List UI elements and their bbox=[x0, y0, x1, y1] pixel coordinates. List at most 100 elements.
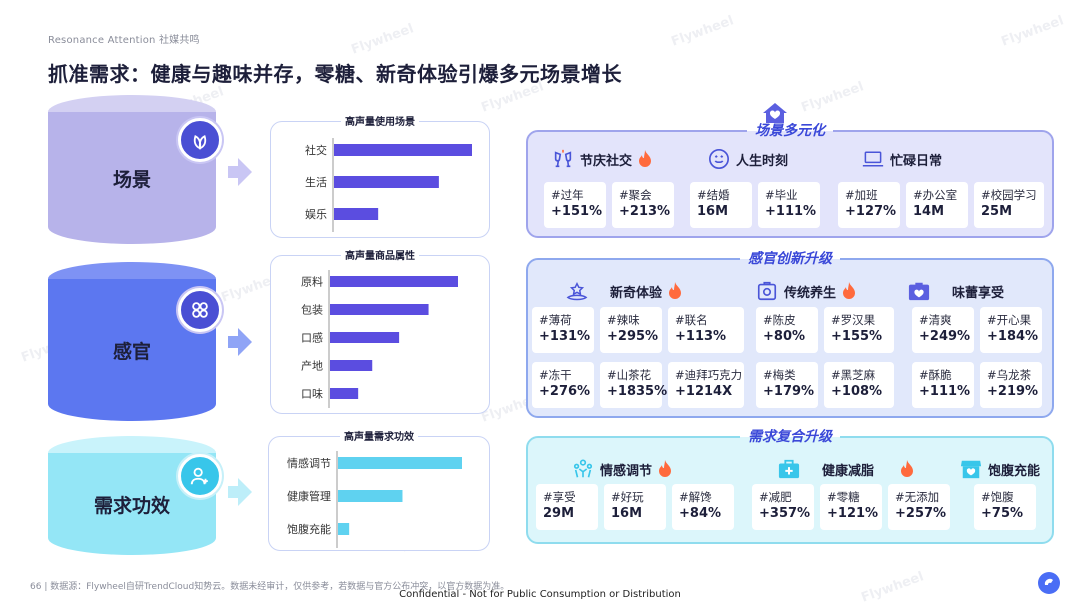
tag: #办公室 14M bbox=[906, 182, 968, 228]
group-label: 新奇体验 bbox=[610, 285, 663, 301]
tag: #清爽 +249% bbox=[912, 307, 974, 353]
bar bbox=[338, 523, 350, 535]
bar bbox=[330, 276, 458, 287]
tag: #毕业 +111% bbox=[758, 182, 820, 228]
flywheel-logo-icon bbox=[1038, 572, 1060, 594]
group-novel-experience: 新奇体验 bbox=[566, 280, 682, 302]
category-label: 生活 bbox=[305, 175, 327, 189]
brand-label: Resonance Attention 社媒共鸣 bbox=[48, 35, 200, 46]
bar bbox=[338, 457, 462, 469]
cylinder-label: 感官 bbox=[112, 340, 151, 363]
tag: #过年 +151% bbox=[544, 182, 606, 228]
tag: #零糖 +121% bbox=[820, 484, 882, 530]
tag: #结婚 16M bbox=[690, 182, 752, 228]
page-title: 抓准需求：健康与趣味并存，零糖、新奇体验引爆多元场景增长 bbox=[48, 62, 622, 86]
bar bbox=[338, 490, 403, 502]
group-label: 人生时刻 bbox=[736, 153, 789, 169]
bar bbox=[334, 176, 439, 188]
fire-icon bbox=[639, 150, 652, 167]
category-label: 原料 bbox=[301, 275, 323, 289]
medical-kit-icon bbox=[778, 458, 800, 480]
category-label: 健康管理 bbox=[287, 489, 331, 503]
bar bbox=[330, 388, 359, 399]
bar-panel-attr: 高声量商品属性 原料包装口感产地口味 bbox=[270, 251, 490, 414]
category-label: 娱乐 bbox=[305, 207, 327, 221]
chart-title: 高声量需求功效 bbox=[340, 432, 418, 443]
tag: #酥脆 +111% bbox=[912, 362, 974, 408]
bar bbox=[330, 332, 400, 343]
group-life-moment: 人生时刻 bbox=[708, 148, 788, 170]
tag: #无添加 +257% bbox=[888, 484, 950, 530]
group-label: 健康减脂 bbox=[822, 463, 875, 479]
category-label: 情感调节 bbox=[287, 457, 331, 470]
arrow-right-icon bbox=[228, 158, 252, 186]
bar bbox=[330, 304, 429, 315]
group-taste-enjoy: 味蕾享受 bbox=[908, 280, 1004, 302]
group-label: 味蕾享受 bbox=[952, 285, 1005, 301]
tag: #冻干 +276% bbox=[532, 362, 594, 408]
group-health-fat: 健康减脂 bbox=[778, 458, 914, 480]
tag: #梅类 +179% bbox=[756, 362, 818, 408]
tag: #开心果 +184% bbox=[980, 307, 1042, 353]
medicine-box-icon bbox=[756, 280, 778, 302]
cylinder-label: 场景 bbox=[112, 168, 151, 191]
fire-icon bbox=[659, 460, 672, 477]
card-title: 场景多元化 bbox=[747, 123, 833, 139]
tag: #乌龙茶 +219% bbox=[980, 362, 1042, 408]
smile-icon bbox=[708, 148, 730, 170]
group-festival: 节庆社交 bbox=[552, 148, 652, 170]
fire-icon bbox=[843, 282, 856, 299]
category-label: 社交 bbox=[305, 143, 327, 157]
tag: #减肥 +357% bbox=[752, 484, 814, 530]
category-label: 饱腹充能 bbox=[287, 522, 331, 536]
tag: #饱腹 +75% bbox=[974, 484, 1036, 530]
home-heart-icon bbox=[763, 103, 787, 123]
cylinder-label: 需求功效 bbox=[93, 494, 170, 517]
bar bbox=[334, 144, 472, 156]
source-note: 数据源：Flywheel自研TrendCloud知势云。数据未经审计，仅供参考，… bbox=[50, 582, 510, 592]
arrow-right-icon bbox=[228, 328, 252, 356]
tag: #辣味 +295% bbox=[600, 307, 662, 353]
chart-title: 高声量使用场景 bbox=[341, 117, 419, 128]
confidential-note: Confidential - Not for Public Consumptio… bbox=[399, 589, 681, 600]
group-traditional-health: 传统养生 bbox=[756, 280, 856, 302]
shop-icon bbox=[960, 458, 982, 480]
tag: #联名 +113% bbox=[668, 307, 744, 353]
cheers-icon bbox=[552, 148, 574, 170]
group-label: 传统养生 bbox=[784, 285, 837, 301]
category-label: 口感 bbox=[301, 332, 323, 345]
tag: #山茶花 +1835% bbox=[600, 362, 667, 408]
tag: #加班 +127% bbox=[838, 182, 900, 228]
bar bbox=[334, 208, 379, 220]
footer-source: 66 | 数据源：Flywheel自研TrendCloud知势云。数据未经审计，… bbox=[30, 582, 510, 592]
tag: #黑芝麻 +108% bbox=[824, 362, 894, 408]
tag: #解馋 +84% bbox=[672, 484, 734, 530]
tag: #迪拜巧克力 +1214X bbox=[668, 362, 744, 408]
cylinder-sense: 感官 bbox=[48, 262, 216, 422]
category-label: 口味 bbox=[301, 388, 323, 401]
fire-icon bbox=[901, 460, 914, 477]
cylinder-scene: 场景 bbox=[48, 95, 216, 245]
bar bbox=[330, 360, 373, 371]
laptop-icon bbox=[862, 148, 884, 170]
page-number: 66 bbox=[30, 582, 42, 592]
tag: #罗汉果 +155% bbox=[824, 307, 894, 353]
tag: #聚会 +213% bbox=[612, 182, 674, 228]
group-emotion: 情感调节 bbox=[572, 458, 672, 480]
fire-icon bbox=[669, 282, 682, 299]
group-busy-daily: 忙碌日常 bbox=[862, 148, 942, 170]
chart-title: 高声量商品属性 bbox=[341, 251, 419, 262]
tag: #陈皮 +80% bbox=[756, 307, 818, 353]
category-label: 包装 bbox=[301, 304, 323, 317]
category-label: 产地 bbox=[301, 359, 323, 373]
card-title: 需求复合升级 bbox=[740, 429, 840, 445]
grid-flower-icon bbox=[178, 288, 222, 332]
star-hat-icon bbox=[566, 280, 588, 302]
group-label: 饱腹充能 bbox=[988, 463, 1041, 479]
tag: #校园学习 25M bbox=[974, 182, 1044, 228]
group-label: 忙碌日常 bbox=[890, 153, 943, 169]
bar-panel-demand: 高声量需求功效 情感调节健康管理饱腹充能 bbox=[268, 432, 490, 551]
bar-panel-scene: 高声量使用场景 社交生活娱乐 bbox=[270, 117, 490, 238]
